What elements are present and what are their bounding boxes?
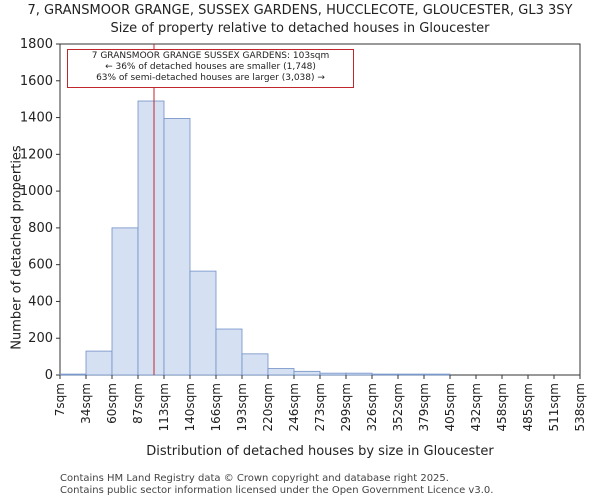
histogram-bar	[345, 372, 373, 376]
footer-line-1: Contains HM Land Registry data © Crown c…	[60, 473, 449, 484]
x-tick-label: 220sqm	[261, 383, 275, 431]
histogram-bar	[241, 353, 269, 376]
histogram-bar	[267, 368, 295, 376]
y-axis-label: Number of detached properties	[9, 145, 25, 350]
y-tick-label: 1200	[20, 147, 53, 162]
x-tick-label: 140sqm	[183, 383, 197, 431]
histogram-bar	[293, 370, 321, 376]
y-tick-label: 800	[28, 221, 53, 236]
x-tick-label: 166sqm	[209, 383, 223, 431]
annotation-line-2: ← 36% of detached houses are smaller (1,…	[105, 62, 316, 72]
x-tick-label: 432sqm	[469, 383, 483, 431]
x-tick-label: 34sqm	[79, 383, 93, 424]
histogram-bar	[215, 328, 243, 376]
histogram-bar	[59, 373, 87, 376]
x-tick-label: 299sqm	[339, 383, 353, 431]
histogram-bar	[85, 350, 113, 376]
histogram-bar	[189, 270, 217, 376]
x-tick-label: 405sqm	[443, 383, 457, 431]
x-axis-label: Distribution of detached houses by size …	[146, 444, 494, 459]
x-tick-label: 538sqm	[573, 383, 587, 431]
histogram-bar	[423, 373, 451, 376]
histogram-bar	[163, 118, 191, 376]
y-tick-label: 1000	[20, 184, 53, 199]
x-tick-label: 379sqm	[417, 383, 431, 431]
x-tick-label: 113sqm	[157, 383, 171, 431]
chart-subtitle: Size of property relative to detached ho…	[110, 21, 490, 36]
y-tick-label: 600	[28, 258, 53, 273]
annotation-box: 7 GRANSMOOR GRANGE SUSSEX GARDENS: 103sq…	[67, 49, 354, 88]
annotation-line-1: 7 GRANSMOOR GRANGE SUSSEX GARDENS: 103sq…	[91, 51, 330, 61]
x-tick-label: 326sqm	[365, 383, 379, 431]
histogram-bar	[111, 227, 139, 376]
x-tick-label: 511sqm	[547, 383, 561, 431]
x-tick-label: 87sqm	[131, 383, 145, 424]
y-tick-label: 200	[28, 331, 53, 346]
histogram-bar	[397, 373, 425, 376]
x-tick-label: 273sqm	[313, 383, 327, 431]
x-tick-label: 60sqm	[105, 383, 119, 424]
histogram-bar	[137, 100, 165, 376]
x-tick-label: 458sqm	[495, 383, 509, 431]
footer-line-2: Contains public sector information licen…	[60, 485, 494, 496]
x-tick-label: 193sqm	[235, 383, 249, 431]
x-tick-label: 485sqm	[521, 383, 535, 431]
y-tick-label: 1400	[20, 111, 53, 126]
y-tick-label: 1600	[20, 74, 53, 89]
annotation-line-3: 63% of semi-detached houses are larger (…	[96, 73, 325, 83]
histogram-bar	[371, 373, 399, 376]
y-tick-label: 0	[45, 368, 53, 383]
x-tick-label: 352sqm	[391, 383, 405, 431]
x-tick-label: 7sqm	[53, 383, 67, 416]
histogram-bar	[319, 372, 347, 376]
y-tick-label: 1800	[20, 37, 53, 52]
y-tick-label: 400	[28, 294, 53, 309]
chart-title: 7, GRANSMOOR GRANGE, SUSSEX GARDENS, HUC…	[27, 3, 573, 18]
x-tick-label: 246sqm	[287, 383, 301, 431]
